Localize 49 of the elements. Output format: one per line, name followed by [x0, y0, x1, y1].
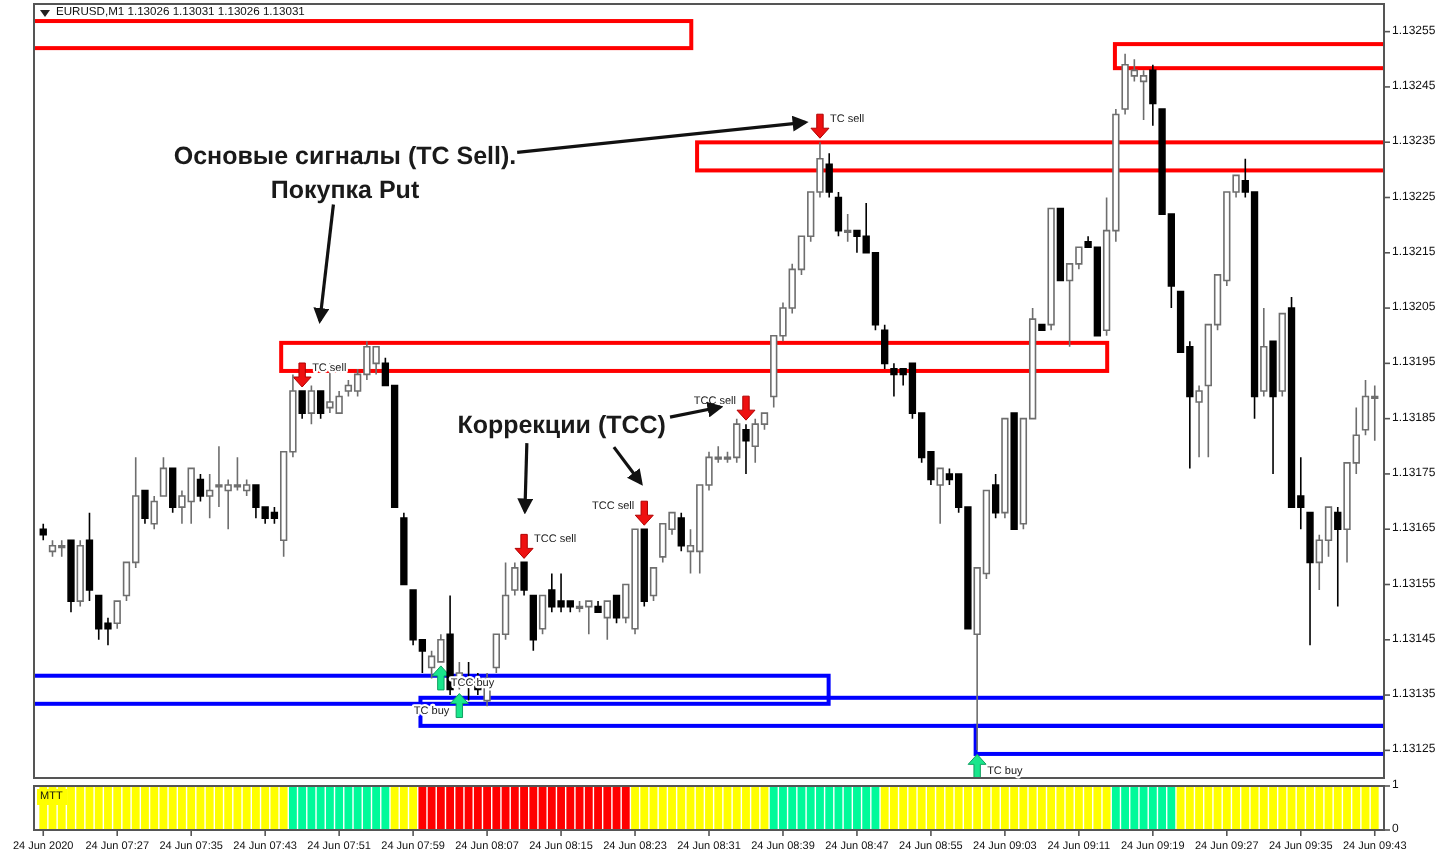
candlestick: [39, 522, 47, 542]
candlestick: [825, 152, 833, 199]
candlestick: [844, 213, 852, 243]
candlestick: [48, 539, 57, 558]
candlestick: [677, 511, 685, 553]
candlestick: [67, 539, 75, 613]
candlestick: [159, 456, 168, 497]
candlestick: [991, 473, 1000, 519]
annotation: Основые сигналы (TC Sell). Покупка Put: [173, 142, 517, 205]
candlestick: [206, 473, 214, 519]
candlestick: [196, 473, 205, 503]
candlestick: [141, 489, 149, 525]
candlestick: [511, 561, 519, 597]
annotation: Коррекции (TCC): [457, 411, 666, 440]
candlestick: [881, 323, 889, 370]
candlestick: [1334, 506, 1342, 608]
candlestick: [742, 423, 750, 475]
candlestick: [612, 594, 621, 624]
candlestick: [594, 600, 602, 613]
candlestick: [1038, 323, 1046, 331]
candlestick: [400, 511, 408, 586]
candlestick: [316, 390, 325, 420]
candlestick: [1010, 412, 1018, 531]
candlestick: [85, 511, 94, 602]
candlestick: [603, 600, 611, 641]
candlestick: [1361, 379, 1370, 437]
candlestick: [1260, 307, 1268, 398]
candlestick: [1047, 207, 1055, 331]
candlestick: [307, 384, 316, 425]
candlestick: [529, 594, 537, 652]
candlestick: [1195, 384, 1203, 459]
candlestick: [150, 495, 158, 531]
candlestick: [446, 594, 454, 696]
candlestick: [1001, 417, 1009, 519]
candlestick: [113, 600, 121, 630]
candlestick: [1056, 207, 1065, 282]
candlestick: [1149, 64, 1157, 127]
candlestick: [1269, 340, 1277, 475]
candlestick: [76, 539, 84, 608]
candlestick: [936, 467, 944, 525]
candlestick: [1278, 312, 1286, 398]
candlestick: [649, 567, 658, 602]
candlestick: [169, 467, 177, 514]
candlestick: [834, 191, 843, 237]
candlestick: [520, 561, 528, 597]
candlestick: [1306, 511, 1314, 647]
candlestick: [538, 594, 547, 636]
candlestick: [640, 528, 648, 608]
candlestick: [298, 390, 306, 420]
